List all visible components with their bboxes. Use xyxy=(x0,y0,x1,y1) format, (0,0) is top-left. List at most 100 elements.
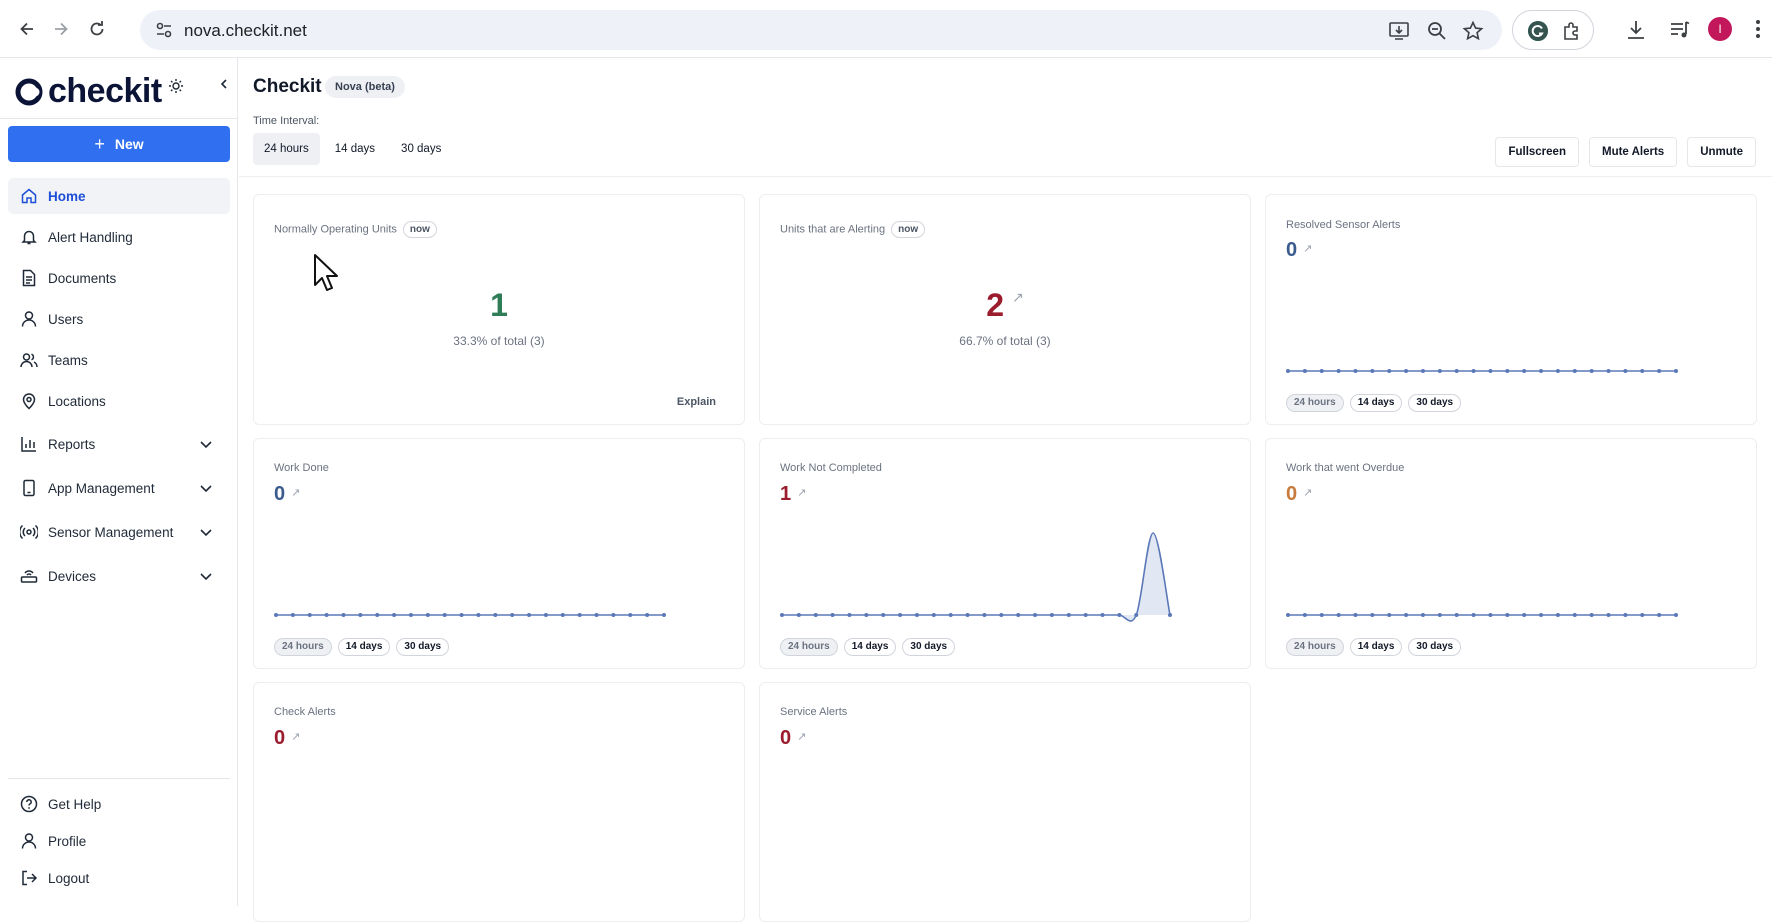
checkit-logo-icon xyxy=(15,78,43,105)
profile-avatar[interactable]: I xyxy=(1708,17,1732,41)
sparkline-point xyxy=(392,613,397,617)
now-badge: now xyxy=(402,221,437,238)
pill-24-hours[interactable]: 24 hours xyxy=(1286,638,1344,656)
pill-24-hours[interactable]: 24 hours xyxy=(1286,394,1344,412)
theme-toggle-icon[interactable] xyxy=(168,78,184,94)
pill-30-days[interactable]: 30 days xyxy=(902,638,956,656)
brand-name: checkit xyxy=(48,72,162,110)
sidebar-item-get-help[interactable]: Get Help xyxy=(8,788,230,820)
chevron-down-icon[interactable] xyxy=(198,568,214,584)
sparkline-point xyxy=(1033,613,1038,617)
card-normally-operating-units[interactable]: Normally Operating Units now 1 33.3% of t… xyxy=(253,194,745,425)
chevron-down-icon[interactable] xyxy=(198,524,214,540)
chevron-down-icon[interactable] xyxy=(198,436,214,452)
trend-arrow-icon: ↗ xyxy=(1303,487,1313,499)
site-settings-icon[interactable] xyxy=(154,20,174,40)
pill-30-days[interactable]: 30 days xyxy=(396,638,450,656)
sparkline-point xyxy=(1471,369,1476,373)
pill-30-days[interactable]: 30 days xyxy=(1408,638,1462,656)
pill-14-days[interactable]: 14 days xyxy=(843,638,897,656)
tab-30-days[interactable]: 30 days xyxy=(401,143,442,155)
sidebar-item-teams[interactable]: Teams xyxy=(8,342,230,378)
card-work-overdue[interactable]: Work that went Overdue 0 ↗ 24 hours 14 da… xyxy=(1265,438,1757,669)
sparkline-point xyxy=(1488,613,1493,617)
card-work-done[interactable]: Work Done 0 ↗ 24 hours 14 days 30 days xyxy=(253,438,745,669)
sidebar-item-alert-handling[interactable]: Alert Handling xyxy=(8,219,230,255)
sensor-icon xyxy=(20,524,38,540)
chevron-down-icon[interactable] xyxy=(198,480,214,496)
back-button[interactable] xyxy=(12,14,42,44)
mute-alerts-button[interactable]: Mute Alerts xyxy=(1588,137,1678,167)
forward-button[interactable] xyxy=(46,14,76,44)
sidebar-item-home[interactable]: Home xyxy=(8,178,230,214)
card-title-text: Normally Operating Units xyxy=(274,223,397,236)
sparkline-point xyxy=(1505,369,1510,373)
sidebar-item-logout[interactable]: Logout xyxy=(8,862,230,894)
new-button[interactable]: + New xyxy=(8,126,230,162)
unmute-button[interactable]: Unmute xyxy=(1687,137,1756,167)
sparkline-point xyxy=(1539,369,1544,373)
collapse-sidebar-icon[interactable] xyxy=(218,78,230,90)
pill-30-days[interactable]: 30 days xyxy=(1408,394,1462,412)
sidebar-item-label: Get Help xyxy=(48,796,102,812)
bookmark-star-icon[interactable] xyxy=(1462,20,1484,42)
sidebar-item-label: Logout xyxy=(48,870,90,886)
sparkline-point xyxy=(1572,369,1577,373)
sidebar-item-documents[interactable]: Documents xyxy=(8,260,230,296)
arrow-left-icon xyxy=(20,22,33,36)
extensions-puzzle-icon[interactable] xyxy=(1561,20,1583,42)
sidebar-item-label: Home xyxy=(48,188,86,204)
explain-link[interactable]: Explain xyxy=(676,396,716,408)
download-icon[interactable] xyxy=(1624,18,1648,42)
card-title: Check Alerts xyxy=(274,706,336,718)
media-playlist-icon[interactable] xyxy=(1668,18,1692,42)
reload-button[interactable] xyxy=(82,14,112,44)
sidebar-item-locations[interactable]: Locations xyxy=(8,383,230,419)
card-resolved-sensor-alerts[interactable]: Resolved Sensor Alerts 0 ↗ 24 hours 14 da… xyxy=(1265,194,1757,425)
card-units-alerting[interactable]: Units that are Alerting now 2 ↗ 66.7% of t… xyxy=(759,194,1251,425)
sparkline-point xyxy=(1387,369,1392,373)
sparkline-point xyxy=(645,613,650,617)
checkit-logo[interactable]: checkit xyxy=(14,72,162,111)
sparkline-point xyxy=(1319,613,1324,617)
pill-14-days[interactable]: 14 days xyxy=(1349,394,1403,412)
browser-toolbar: nova.checkit.net I xyxy=(0,0,1772,58)
sidebar-item-reports[interactable]: Reports xyxy=(8,424,230,464)
fullscreen-button[interactable]: Fullscreen xyxy=(1495,137,1579,167)
pill-14-days[interactable]: 14 days xyxy=(1349,638,1403,656)
browser-menu-icon[interactable] xyxy=(1756,18,1762,40)
grammarly-icon[interactable] xyxy=(1527,20,1549,42)
url-text[interactable]: nova.checkit.net xyxy=(184,21,307,40)
sparkline-point xyxy=(1522,369,1527,373)
install-app-icon[interactable] xyxy=(1388,20,1410,42)
tab-14-days[interactable]: 14 days xyxy=(334,143,376,155)
pill-14-days[interactable]: 14 days xyxy=(337,638,391,656)
sparkline-point xyxy=(358,613,363,617)
sparkline-point xyxy=(948,613,953,617)
sidebar-item-devices[interactable]: Devices xyxy=(8,556,230,596)
sidebar-item-sensor-management[interactable]: Sensor Management xyxy=(8,512,230,552)
sidebar-item-profile[interactable]: Profile xyxy=(8,825,230,857)
card-check-alerts[interactable]: Check Alerts 0 ↗ xyxy=(253,682,745,922)
range-pills: 24 hours 14 days 30 days xyxy=(274,638,455,656)
tab-24-hours[interactable]: 24 hours xyxy=(253,133,320,165)
card-work-not-completed[interactable]: Work Not Completed 1 ↗ 24 hours 14 days 3… xyxy=(759,438,1251,669)
trend-arrow-icon: ↗ xyxy=(1303,243,1313,255)
sparkline-point xyxy=(1420,369,1425,373)
address-bar[interactable]: nova.checkit.net xyxy=(140,10,1502,50)
pill-24-hours[interactable]: 24 hours xyxy=(780,638,838,656)
sparkline-point xyxy=(1572,613,1577,617)
main-content: Checkit Nova (beta) Time Interval: 24 ho… xyxy=(239,58,1772,922)
sidebar-item-users[interactable]: Users xyxy=(8,301,230,337)
range-pills: 24 hours 14 days 30 days xyxy=(1286,394,1467,412)
sparkline-point xyxy=(476,613,481,617)
sparkline-point xyxy=(1555,369,1560,373)
sidebar-item-app-management[interactable]: App Management xyxy=(8,468,230,508)
card-title: Service Alerts xyxy=(780,706,848,718)
sparkline-point xyxy=(662,613,666,617)
card-value: 0 xyxy=(1286,483,1298,505)
pill-24-hours[interactable]: 24 hours xyxy=(274,638,332,656)
sparkline-point xyxy=(898,613,903,617)
card-service-alerts[interactable]: Service Alerts 0 ↗ xyxy=(759,682,1251,922)
zoom-icon[interactable] xyxy=(1426,20,1448,42)
